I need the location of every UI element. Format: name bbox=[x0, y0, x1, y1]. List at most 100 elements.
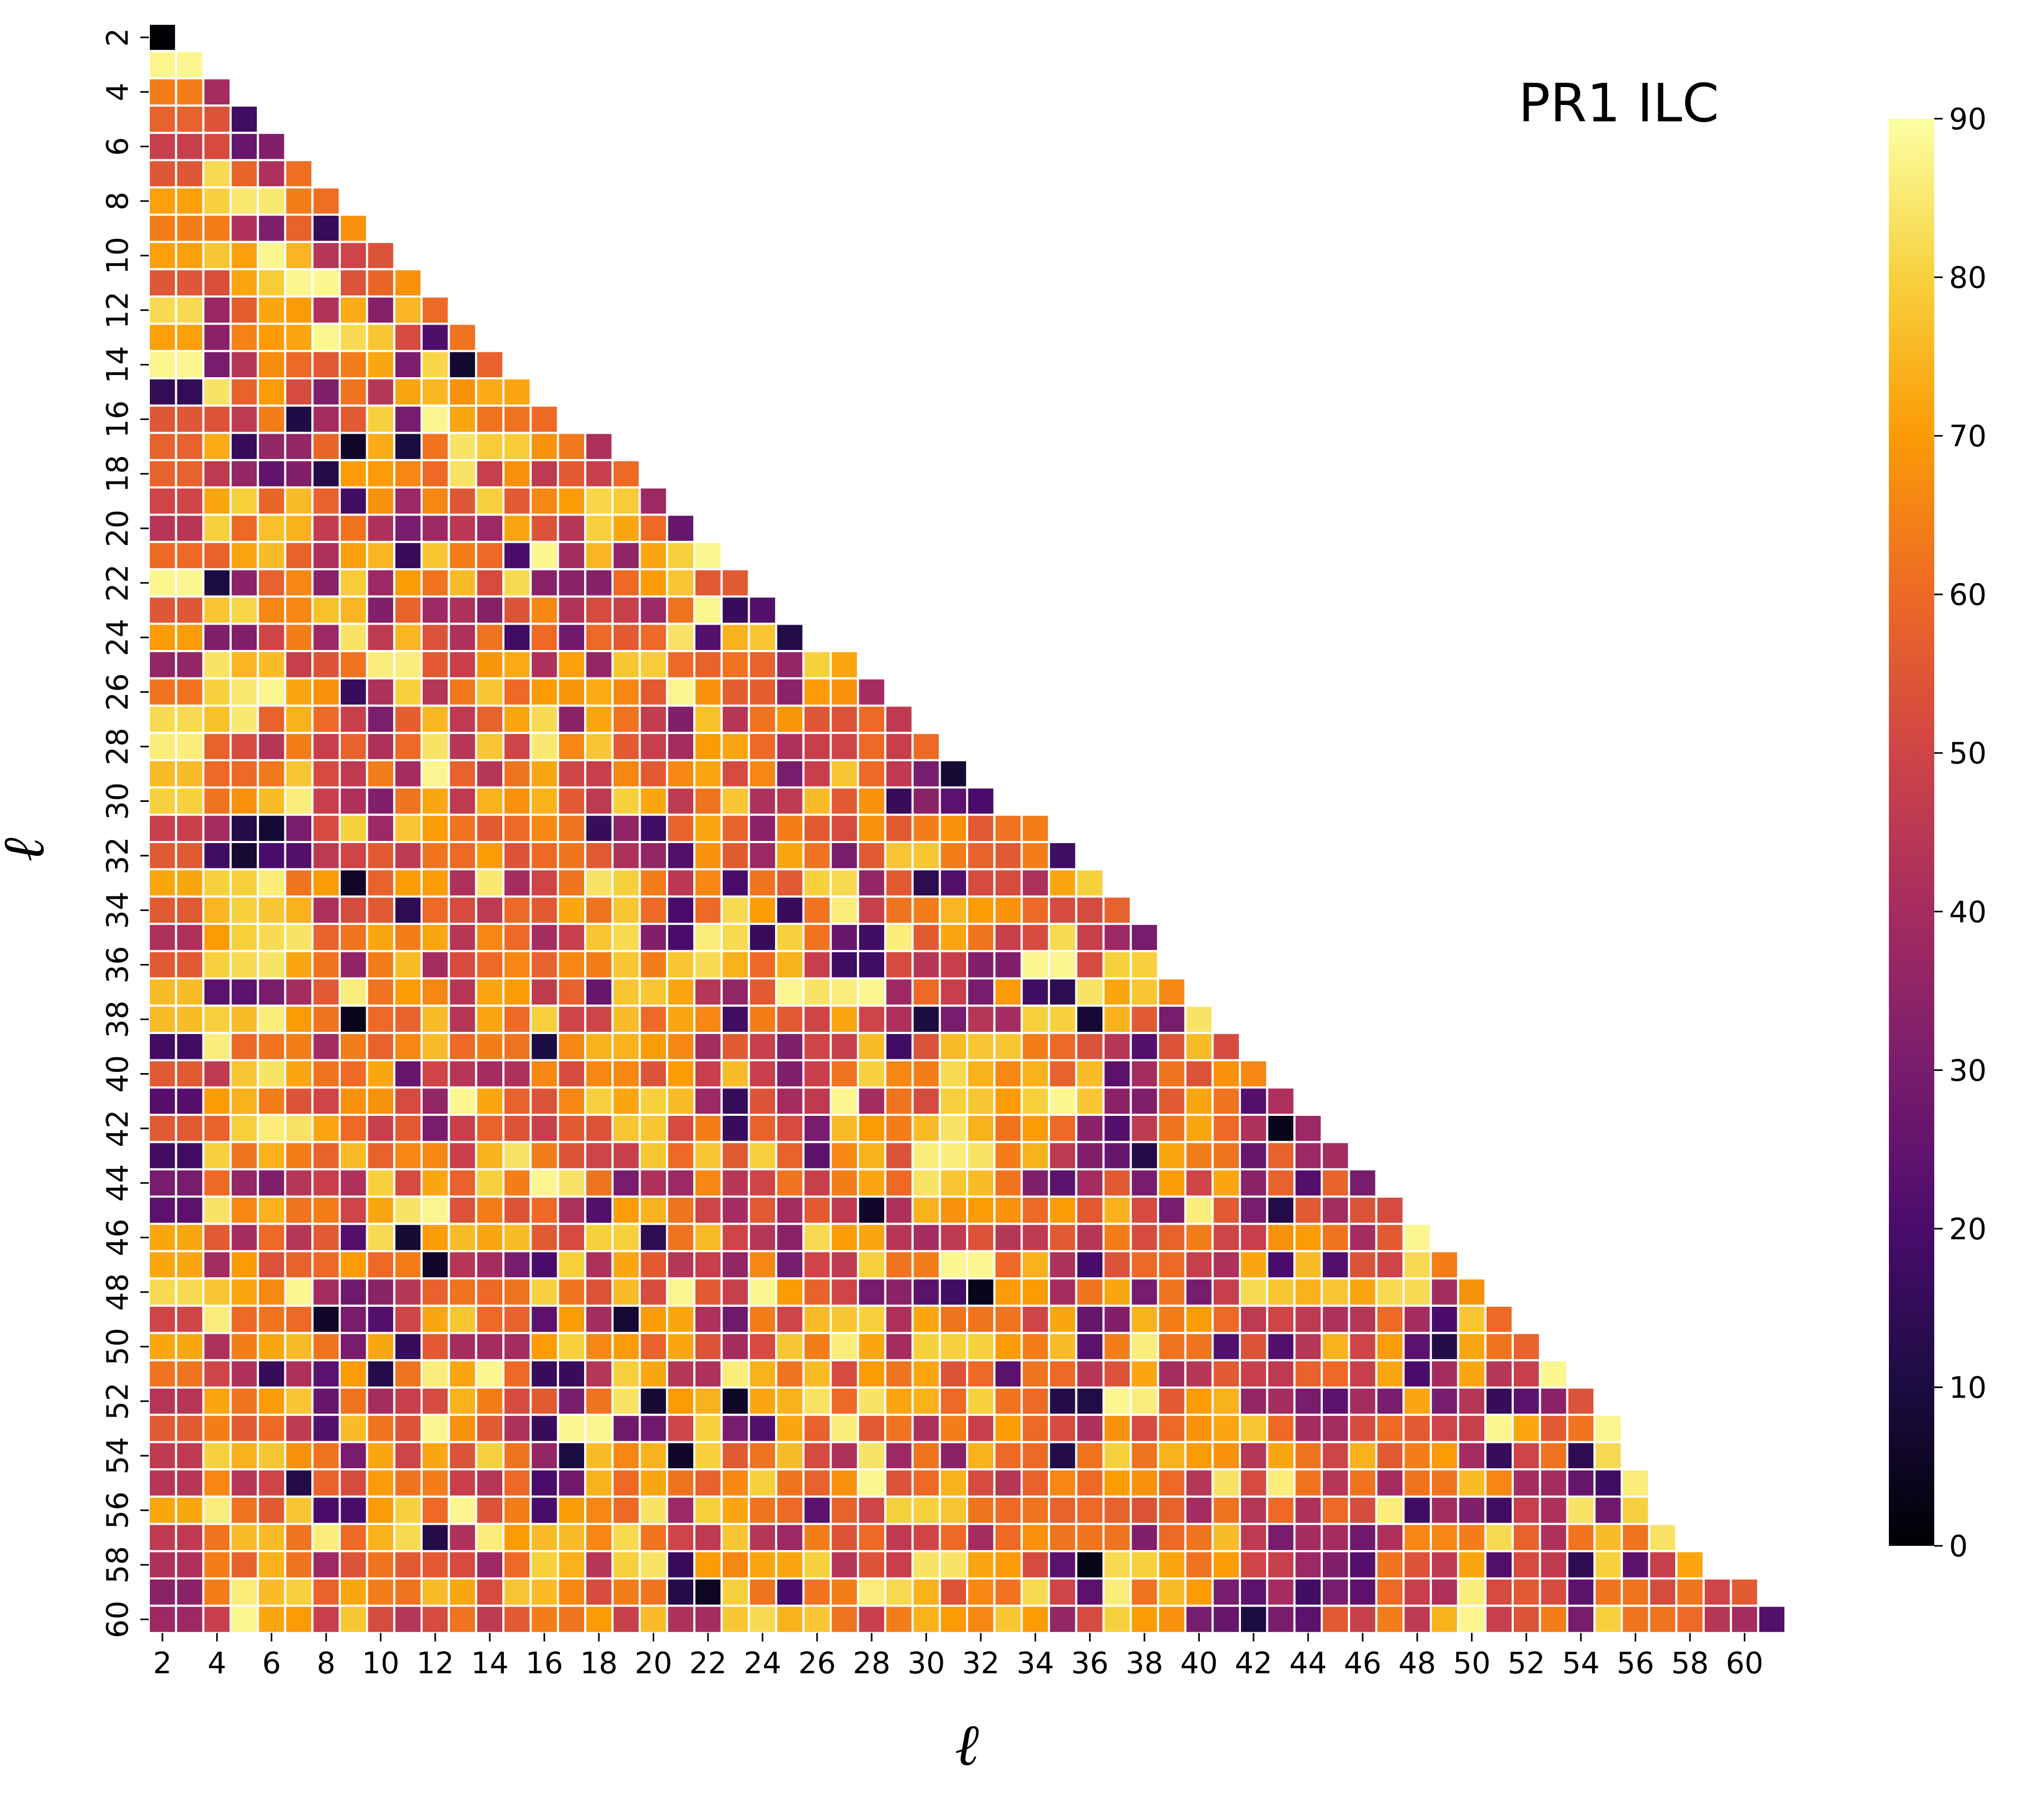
heatmap-cell bbox=[447, 732, 477, 761]
heatmap-cell bbox=[230, 1413, 259, 1443]
heatmap-cell bbox=[256, 486, 286, 516]
heatmap-cell bbox=[884, 759, 914, 789]
heatmap-cell bbox=[1211, 1332, 1241, 1362]
heatmap-cell bbox=[829, 1250, 859, 1280]
heatmap-cell bbox=[1566, 1441, 1596, 1471]
heatmap-cell bbox=[557, 1304, 587, 1334]
heatmap-cell bbox=[693, 595, 723, 625]
heatmap-cell bbox=[338, 1468, 368, 1498]
heatmap-cell bbox=[884, 1332, 914, 1362]
heatmap-cell bbox=[1184, 1222, 1214, 1252]
heatmap-cell bbox=[475, 1031, 505, 1061]
colorbar-tick-label: 0 bbox=[1949, 1529, 1968, 1564]
heatmap-cell bbox=[475, 677, 505, 707]
heatmap-cell bbox=[1211, 1468, 1241, 1498]
heatmap-cell bbox=[529, 1031, 559, 1061]
heatmap-cell bbox=[802, 650, 832, 680]
heatmap-cell bbox=[611, 841, 641, 871]
heatmap-cell bbox=[202, 1196, 232, 1225]
heatmap-cell bbox=[611, 677, 641, 707]
heatmap-cell bbox=[1211, 1577, 1241, 1607]
heatmap-cell bbox=[993, 868, 1023, 898]
heatmap-cell bbox=[1293, 1359, 1323, 1389]
heatmap-cell bbox=[611, 568, 641, 598]
heatmap-cell bbox=[256, 1604, 286, 1634]
heatmap-cell bbox=[993, 1086, 1023, 1116]
heatmap-cell bbox=[529, 1141, 559, 1171]
heatmap-cell bbox=[148, 677, 177, 707]
heatmap-cell bbox=[775, 1523, 805, 1553]
y-tick-label: 26 bbox=[101, 673, 135, 711]
heatmap-cell bbox=[666, 1250, 696, 1280]
heatmap-cell bbox=[148, 1523, 177, 1553]
heatmap-cell bbox=[256, 814, 286, 844]
x-tick-label: 44 bbox=[1290, 1646, 1327, 1680]
heatmap-cell bbox=[529, 1059, 559, 1089]
heatmap-cell bbox=[1457, 1277, 1487, 1307]
heatmap-cell bbox=[1429, 1495, 1459, 1525]
heatmap-cell bbox=[529, 868, 559, 898]
heatmap-cell bbox=[829, 786, 859, 816]
heatmap-cell bbox=[1048, 1222, 1077, 1252]
heatmap-cell bbox=[557, 1386, 587, 1416]
heatmap-cell bbox=[311, 1168, 341, 1198]
heatmap-cell bbox=[366, 486, 396, 516]
heatmap-cell bbox=[966, 1304, 996, 1334]
heatmap-cell bbox=[802, 1005, 832, 1034]
heatmap-cell bbox=[1075, 1141, 1105, 1171]
heatmap-cell bbox=[557, 1086, 587, 1116]
heatmap-cell bbox=[1620, 1604, 1650, 1634]
heatmap-cell bbox=[447, 759, 477, 789]
heatmap-cell bbox=[447, 1441, 477, 1471]
heatmap-cell bbox=[202, 704, 232, 734]
heatmap-cell bbox=[148, 759, 177, 789]
heatmap-cell bbox=[584, 1114, 614, 1143]
heatmap-cell bbox=[393, 459, 423, 489]
heatmap-cells bbox=[148, 23, 1787, 1634]
heatmap-cell bbox=[802, 841, 832, 871]
heatmap-cell bbox=[202, 1332, 232, 1362]
heatmap-cell bbox=[366, 1222, 396, 1252]
heatmap-cell bbox=[802, 1304, 832, 1334]
heatmap-cell bbox=[884, 1413, 914, 1443]
heatmap-cell bbox=[802, 1250, 832, 1280]
heatmap-cell bbox=[557, 541, 587, 571]
heatmap-cell bbox=[475, 623, 505, 653]
heatmap-cell bbox=[202, 1222, 232, 1252]
heatmap-cell bbox=[1239, 1277, 1268, 1307]
heatmap-cell bbox=[338, 1005, 368, 1034]
heatmap-cell bbox=[857, 1550, 886, 1580]
heatmap-cell bbox=[148, 1196, 177, 1225]
heatmap-cell bbox=[502, 1005, 532, 1034]
heatmap-cell bbox=[502, 568, 532, 598]
heatmap-cell bbox=[884, 704, 914, 734]
heatmap-cell bbox=[638, 977, 668, 1007]
heatmap-cell bbox=[857, 1196, 886, 1225]
heatmap-cell bbox=[775, 1222, 805, 1252]
heatmap-cell bbox=[311, 895, 341, 925]
heatmap-cell bbox=[421, 1222, 450, 1252]
heatmap-cell bbox=[802, 1222, 832, 1252]
y-tick-label: 14 bbox=[101, 346, 135, 384]
heatmap-cell bbox=[148, 1413, 177, 1443]
heatmap-cell bbox=[611, 1304, 641, 1334]
heatmap-cell bbox=[911, 1577, 941, 1607]
heatmap-cell bbox=[502, 1359, 532, 1389]
heatmap-cell bbox=[202, 541, 232, 571]
heatmap-cell bbox=[884, 1495, 914, 1525]
heatmap-cell bbox=[720, 1386, 750, 1416]
y-tick-label: 12 bbox=[101, 291, 135, 329]
heatmap-cell bbox=[447, 568, 477, 598]
heatmap-cell bbox=[447, 650, 477, 680]
heatmap-cell bbox=[1648, 1550, 1678, 1580]
heatmap-cell bbox=[311, 1523, 341, 1553]
heatmap-cell bbox=[1075, 1031, 1105, 1061]
heatmap-cell bbox=[939, 1277, 969, 1307]
heatmap-cell bbox=[638, 513, 668, 543]
heatmap-cell bbox=[421, 322, 450, 352]
heatmap-cell bbox=[666, 1304, 696, 1334]
heatmap-cell bbox=[884, 814, 914, 844]
heatmap-cell bbox=[256, 1005, 286, 1034]
heatmap-cell bbox=[230, 1005, 259, 1034]
